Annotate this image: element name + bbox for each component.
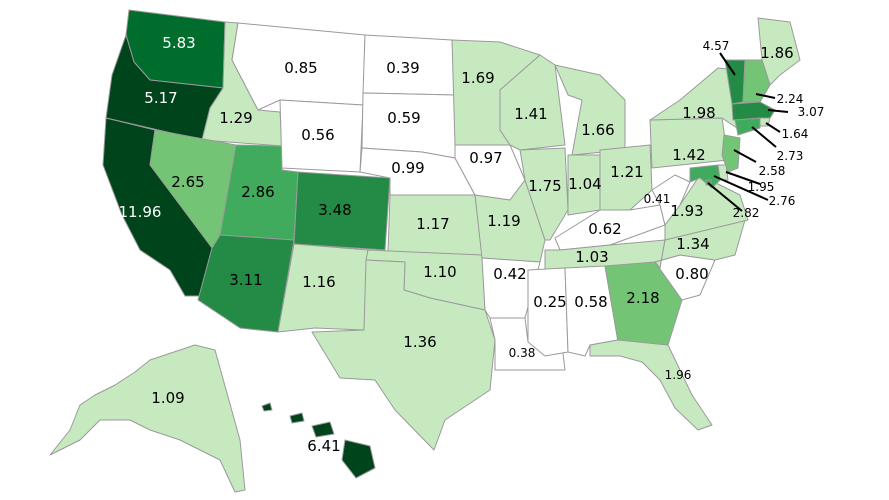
state-georgia[interactable] [604, 261, 683, 346]
value-label-wy: 0.56 [301, 126, 334, 144]
hawaii-island-big-island [341, 439, 376, 479]
value-label-hi: 6.41 [307, 437, 340, 455]
leader-line-vt [719, 52, 736, 76]
state-alaska[interactable] [49, 344, 246, 493]
value-label-ga: 2.18 [626, 289, 659, 307]
value-label-ut: 2.86 [241, 183, 274, 201]
value-label-pa: 1.42 [672, 146, 705, 164]
value-label-ca: 11.96 [119, 203, 162, 221]
leader-line-ma [767, 109, 789, 113]
leader-lines [707, 52, 789, 212]
value-label-al: 0.58 [574, 293, 607, 311]
state-north-carolina[interactable] [654, 219, 746, 269]
value-label-de: 1.95 [748, 180, 775, 194]
value-label-ok: 1.10 [423, 263, 456, 281]
hawaii-island-maui [311, 421, 335, 438]
state-mississippi[interactable] [527, 267, 569, 357]
state-wisconsin[interactable] [499, 54, 566, 151]
value-label-va: 1.93 [670, 202, 703, 220]
value-label-ak: 1.09 [151, 389, 184, 407]
value-label-ar: 0.42 [493, 265, 526, 283]
value-label-me: 1.86 [760, 44, 793, 62]
value-label-mt: 0.85 [284, 59, 317, 77]
value-label-or: 5.17 [144, 89, 177, 107]
value-label-wa: 5.83 [162, 34, 195, 52]
value-label-ri: 1.64 [782, 127, 809, 141]
leader-line-ct [751, 126, 777, 148]
state-colorado[interactable] [293, 171, 391, 251]
state-texas[interactable] [311, 259, 496, 451]
state-louisiana[interactable] [489, 317, 566, 371]
state-west-virginia[interactable] [651, 174, 691, 226]
state-maryland[interactable] [689, 164, 721, 189]
leader-line-dc [707, 182, 743, 212]
value-label-wv: 0.41 [644, 192, 671, 206]
value-label-sc: 0.80 [675, 265, 708, 283]
value-label-oh: 1.21 [610, 163, 643, 181]
value-label-fl: 1.96 [665, 368, 692, 382]
value-label-in: 1.04 [568, 175, 601, 193]
value-label-ne: 0.99 [391, 159, 424, 177]
value-label-nj: 2.58 [759, 164, 786, 178]
value-label-ms: 0.25 [533, 293, 566, 311]
value-label-wi: 1.41 [514, 105, 547, 123]
value-label-co: 3.48 [318, 201, 351, 219]
state-michigan[interactable] [554, 64, 626, 156]
state-connecticut[interactable] [734, 117, 761, 136]
state-ohio[interactable] [599, 144, 653, 211]
state-florida[interactable] [589, 339, 713, 431]
value-label-id: 1.29 [219, 109, 252, 127]
value-label-sd: 0.59 [387, 109, 420, 127]
value-label-mn: 1.69 [461, 69, 494, 87]
states-layer [49, 9, 801, 493]
value-label-az: 3.11 [229, 271, 262, 289]
state-illinois[interactable] [519, 147, 569, 241]
state-new-mexico[interactable] [277, 243, 369, 333]
value-label-nd: 0.39 [386, 59, 419, 77]
value-label-nv: 2.65 [171, 173, 204, 191]
value-label-ks: 1.17 [416, 215, 449, 233]
leader-line-de [725, 171, 761, 185]
value-label-ky: 0.62 [588, 220, 621, 238]
value-label-mo: 1.19 [487, 212, 520, 230]
state-new-jersey[interactable] [721, 134, 741, 173]
value-label-dc: 2.82 [733, 206, 760, 220]
value-label-vt: 4.57 [703, 39, 730, 53]
leader-line-ri [765, 122, 781, 133]
state-new-hampshire[interactable] [742, 59, 771, 103]
value-label-ma: 3.07 [798, 105, 825, 119]
state-hawaii[interactable] [261, 402, 376, 479]
leader-line-nj [733, 149, 757, 163]
value-label-il: 1.75 [528, 177, 561, 195]
value-label-nh: 2.24 [777, 92, 804, 106]
value-label-ny: 1.98 [682, 104, 715, 122]
value-label-mi: 1.66 [581, 121, 614, 139]
value-label-nm: 1.16 [302, 273, 335, 291]
value-label-tx: 1.36 [403, 333, 436, 351]
value-label-ia: 0.97 [469, 149, 502, 167]
value-label-ct: 2.73 [777, 149, 804, 163]
state-massachusetts[interactable] [731, 101, 776, 121]
leader-line-md [713, 175, 769, 201]
value-label-la: 0.38 [509, 346, 536, 360]
value-label-md: 2.76 [769, 194, 796, 208]
leader-line-nh [755, 93, 776, 99]
value-label-tn: 1.03 [575, 248, 608, 266]
value-label-nc: 1.34 [676, 235, 709, 253]
value-labels: 5.83 5.17 11.96 1.29 2.65 2.86 3.11 0.85… [119, 34, 825, 455]
hawaii-island-oahu [289, 412, 305, 424]
hawaii-island-niihau [261, 402, 273, 412]
